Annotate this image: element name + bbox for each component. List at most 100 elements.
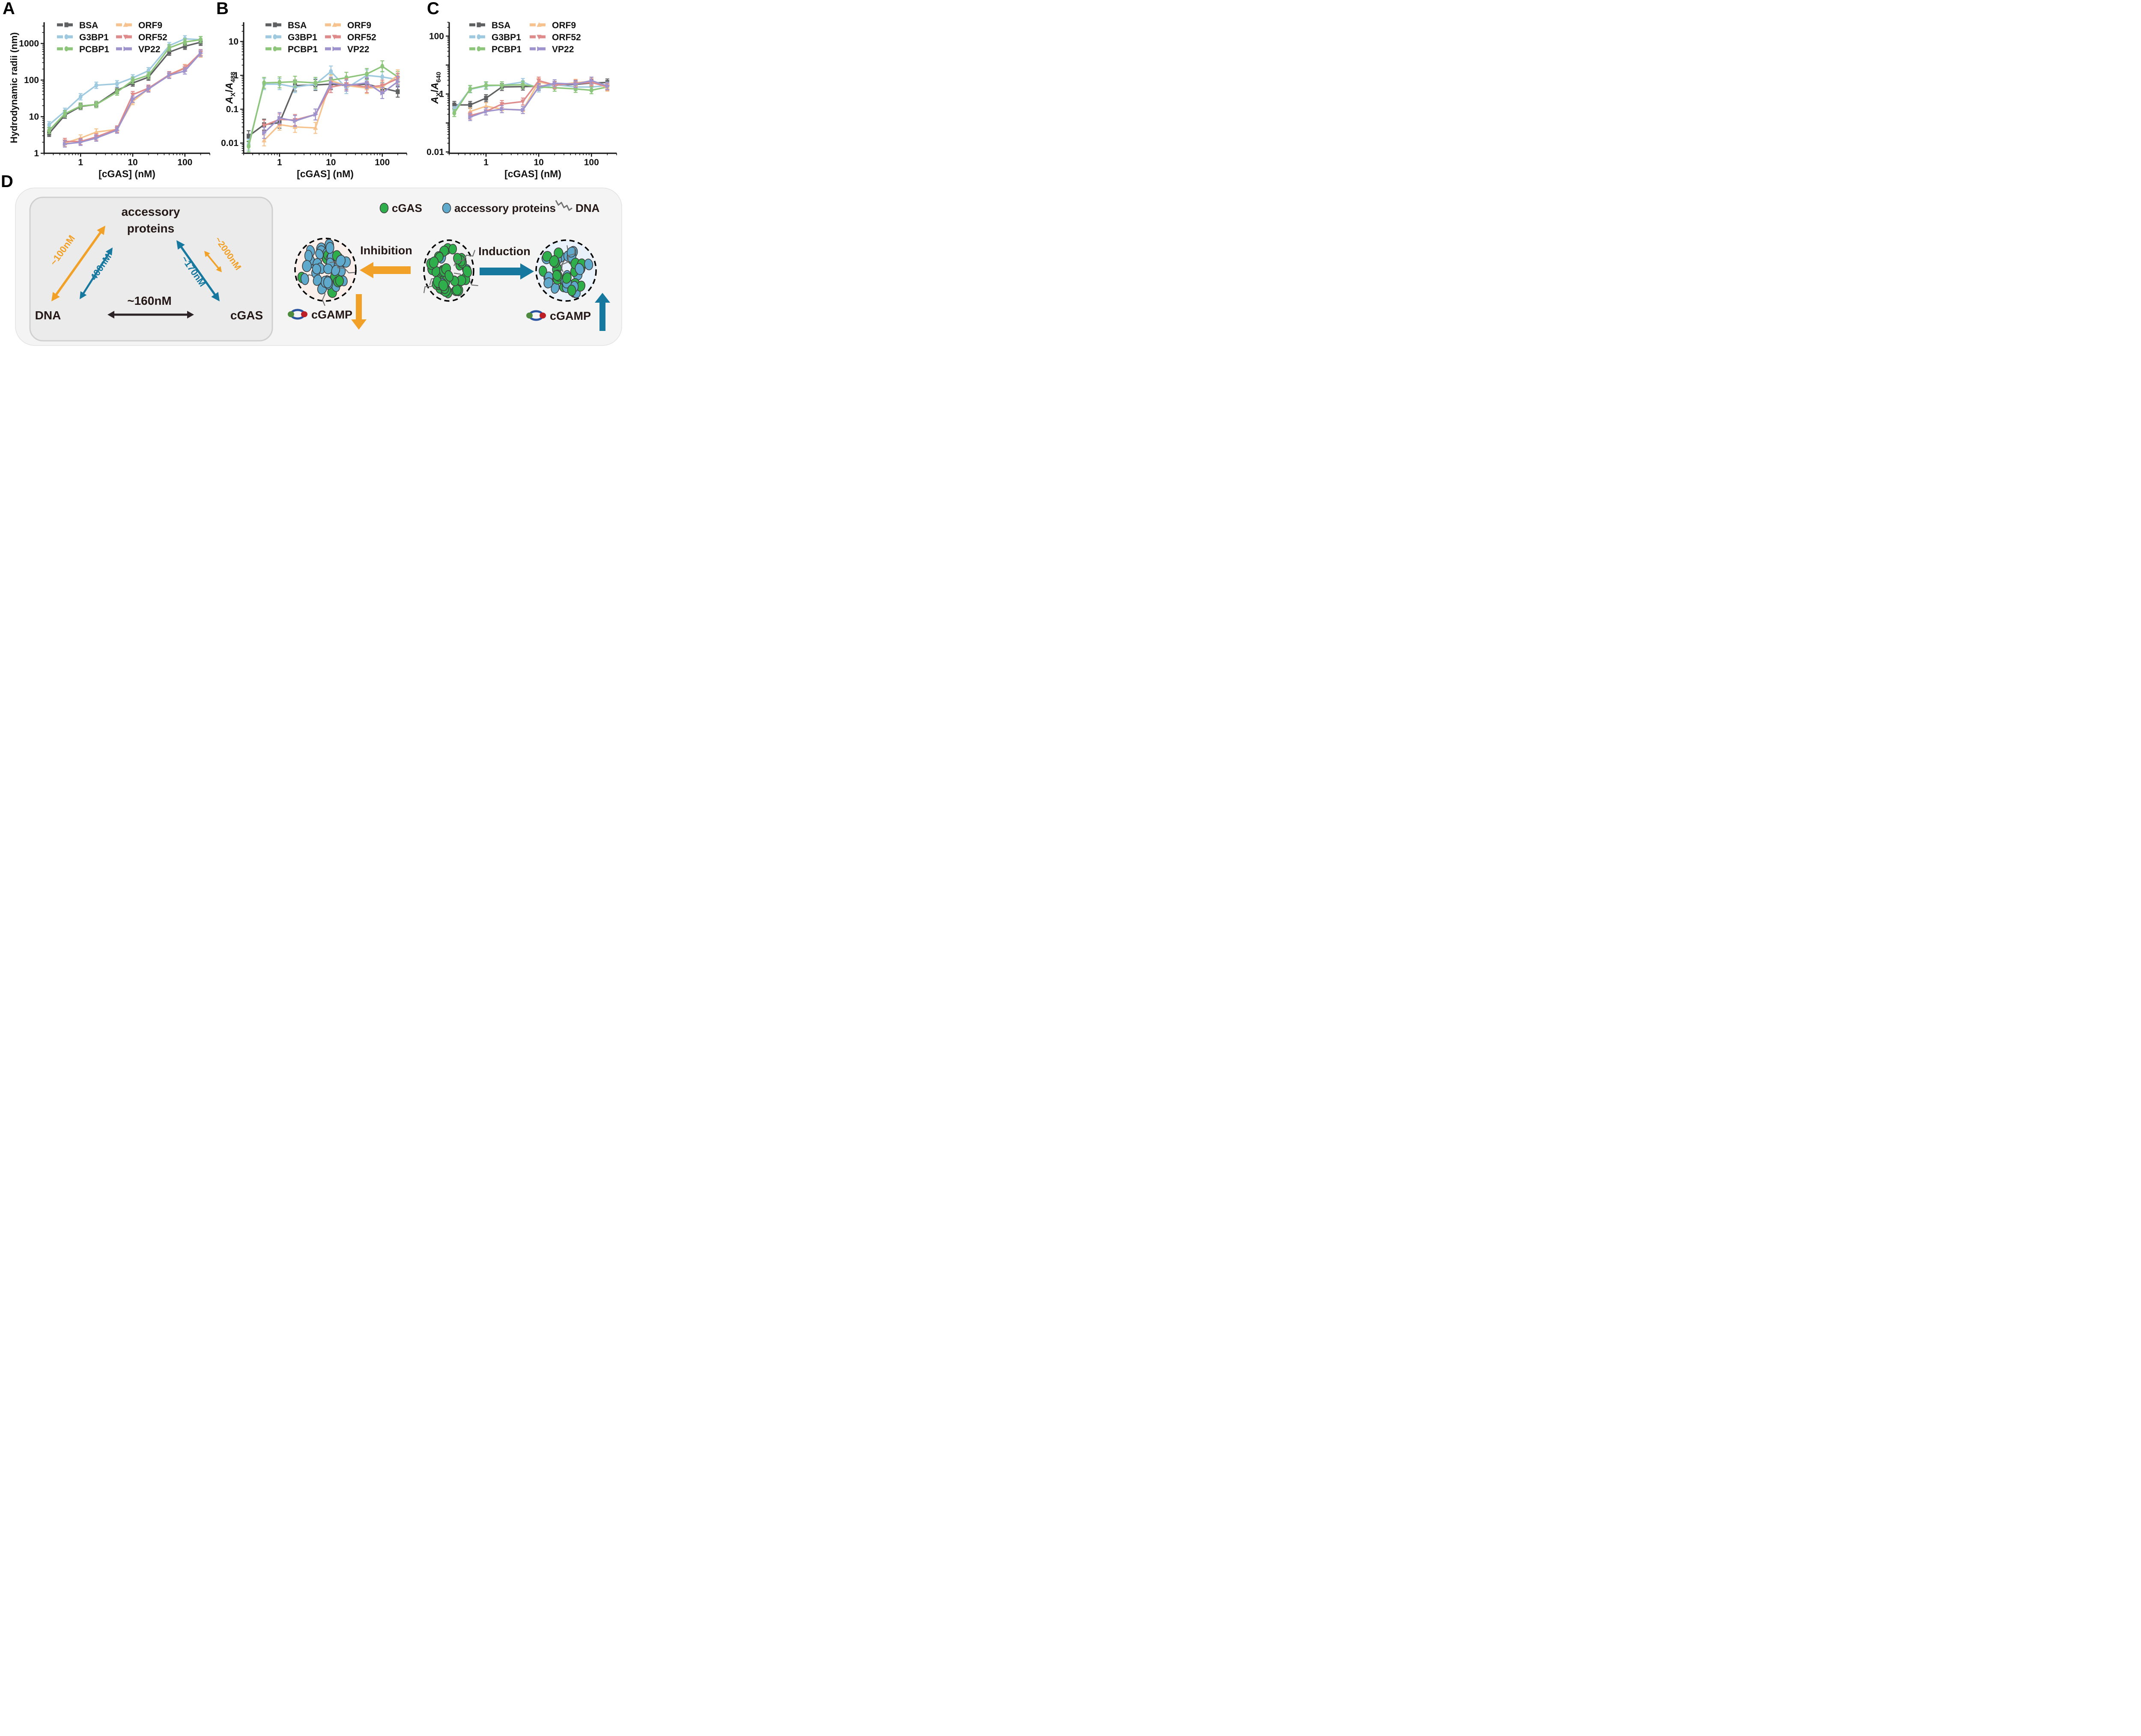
x-tick-label: 100	[177, 158, 192, 167]
data-point	[483, 103, 489, 108]
y-tick-label: 1	[233, 71, 239, 80]
data-point	[123, 22, 128, 27]
data-point	[47, 122, 51, 128]
data-point	[293, 79, 297, 84]
y-axis-label: AX/A488	[224, 72, 237, 104]
data-point	[94, 83, 98, 88]
x-tick-label: 100	[375, 158, 390, 167]
accessory-protein-molecule	[575, 263, 584, 275]
data-point	[500, 107, 505, 112]
cgamp-label-left: cGAMP	[311, 308, 352, 321]
data-point	[131, 97, 136, 102]
dna-strand	[329, 261, 355, 274]
data-point	[183, 44, 187, 49]
accessory-protein-molecule	[302, 260, 312, 272]
data-point	[262, 123, 267, 128]
legend-label-cgas: cGAS	[392, 202, 422, 214]
y-tick-label: 100	[24, 75, 39, 85]
legend-label: PCBP1	[79, 45, 109, 54]
series-PCBP1	[47, 36, 203, 134]
data-point	[344, 83, 349, 88]
data-point	[605, 83, 610, 89]
data-point	[262, 80, 266, 86]
legend-label-accessory-proteins: accessory proteins	[454, 202, 556, 214]
series-line	[48, 42, 201, 134]
x-tick-label: 1	[277, 158, 282, 167]
x-tick-label: 10	[534, 158, 543, 167]
data-point	[262, 130, 267, 135]
data-point	[123, 46, 128, 51]
data-point	[115, 128, 120, 133]
x-tick-label: 1	[78, 158, 83, 167]
legend-label: G3BP1	[492, 33, 521, 42]
data-point	[115, 89, 119, 95]
accessory-protein-molecule	[313, 274, 322, 286]
data-point	[520, 99, 525, 104]
data-point	[131, 77, 135, 83]
cgas-molecule	[448, 244, 457, 255]
y-tick-label: 1000	[19, 39, 39, 49]
cgas-molecule	[438, 279, 448, 291]
data-point	[247, 143, 251, 149]
data-point	[380, 74, 385, 80]
x-axis-label: [cGAS] (nM)	[297, 168, 354, 179]
data-point	[537, 22, 542, 27]
data-point	[64, 46, 69, 51]
y-tick-label: 10	[29, 112, 39, 122]
y-tick-label: 100	[429, 31, 444, 41]
series-line	[248, 83, 398, 137]
axes-C: 1 10 100 0.01 1 100	[426, 22, 617, 167]
cgamp-molecule-icon	[288, 309, 307, 320]
series-BSA	[47, 39, 203, 137]
data-point	[115, 81, 119, 86]
data-point	[94, 102, 98, 107]
cgas-molecule	[562, 272, 572, 284]
legend-label: BSA	[79, 21, 98, 30]
data-point	[78, 103, 83, 109]
cgas-molecule	[335, 275, 344, 286]
diagram-legend: cGAS accessory proteins DNA	[379, 200, 600, 214]
series-VP22	[63, 49, 203, 148]
data-point	[262, 137, 267, 143]
data-point	[293, 118, 298, 124]
data-point	[78, 94, 83, 99]
legend-B: BSA G3BP1 PCBP1 ORF9 ORF52 VP22	[265, 21, 376, 54]
node-accessory-proteins: proteins	[127, 222, 174, 235]
data-point	[484, 95, 488, 101]
y-tick-label: 10	[229, 37, 239, 47]
data-point	[273, 22, 277, 27]
accessory-swatch-icon	[442, 202, 451, 214]
data-point	[365, 80, 370, 86]
data-point	[273, 46, 277, 51]
legend-label: ORF52	[347, 33, 376, 42]
data-point	[273, 34, 277, 39]
y-tick-label: 0.01	[426, 147, 444, 157]
data-point	[380, 63, 385, 69]
data-point	[365, 71, 369, 77]
y-tick-label: 0.01	[221, 138, 239, 148]
data-point	[477, 34, 481, 39]
data-point	[468, 86, 472, 92]
series-line	[48, 39, 201, 131]
legend-label: ORF9	[347, 21, 371, 30]
legend-A: BSA G3BP1 PCBP1 ORF9 ORF52 VP22	[57, 21, 167, 54]
data-point	[468, 102, 472, 107]
axes-B: 1 10 100 0.01 0.1 1 10	[221, 22, 407, 167]
kd-label-160nM: ~160nM	[127, 294, 172, 307]
data-point	[78, 140, 83, 145]
data-point	[484, 83, 488, 88]
x-axis-label: [cGAS] (nM)	[504, 168, 561, 179]
inhibition-label: Inhibition	[360, 244, 412, 257]
data-point	[537, 84, 542, 89]
x-tick-label: 1	[483, 158, 489, 167]
y-axis-label: Hydrodynamic radii (nm)	[9, 32, 19, 143]
x-axis-label: [cGAS] (nM)	[98, 168, 155, 179]
legend-C: BSA G3BP1 PCBP1 ORF9 ORF52 VP22	[469, 21, 581, 54]
data-point	[380, 83, 385, 89]
accessory-protein-molecule	[584, 259, 593, 271]
condensate-mixed	[535, 239, 597, 302]
data-point	[277, 80, 282, 85]
legend-label: VP22	[552, 45, 574, 54]
